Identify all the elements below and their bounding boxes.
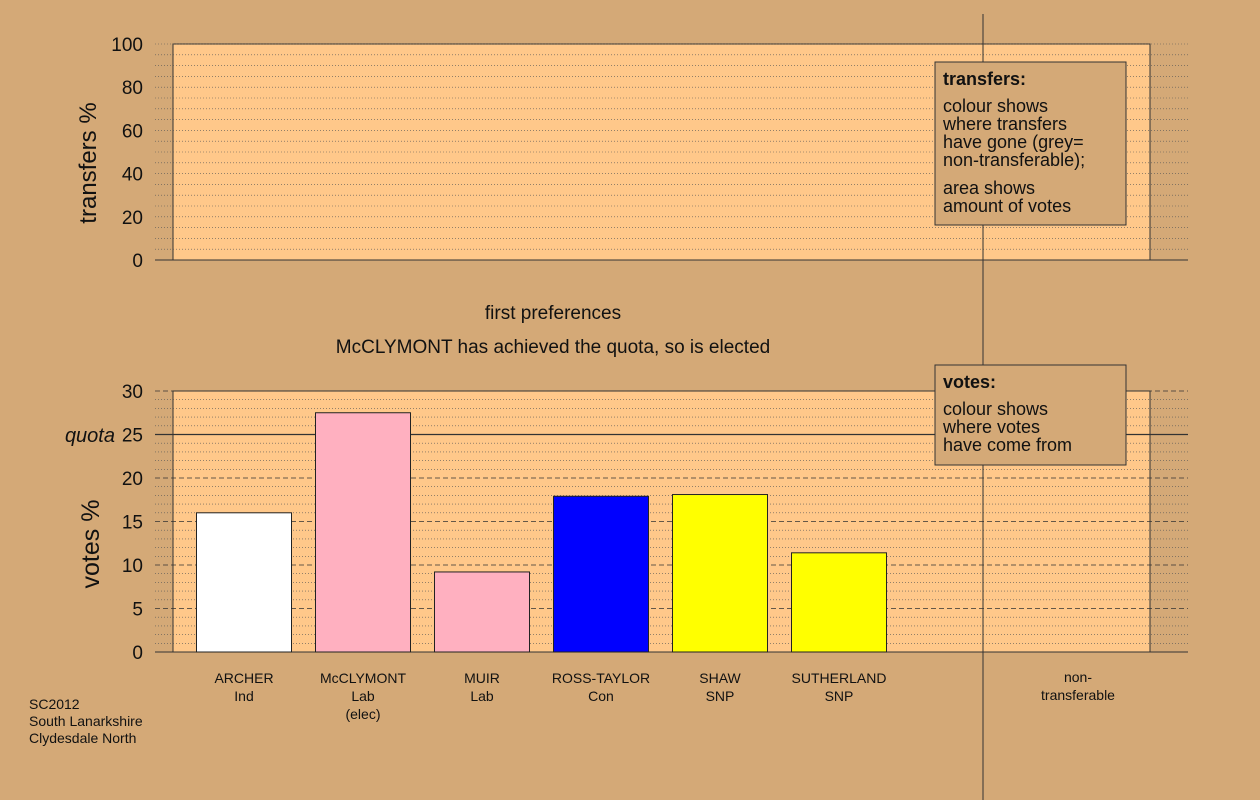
candidate-party: Lab bbox=[470, 688, 494, 704]
transfers-tick-label: 20 bbox=[122, 208, 143, 229]
transfers-legend-line: non-transferable); bbox=[943, 150, 1085, 170]
votes-legend-title: votes: bbox=[943, 372, 996, 392]
votes-tick-label: 30 bbox=[122, 382, 143, 403]
transfers-legend-line: area shows bbox=[943, 178, 1035, 198]
transfers-y-ticks: 0 20 40 60 80 100 bbox=[111, 35, 143, 272]
transfers-tick-label: 40 bbox=[122, 165, 143, 186]
candidate-name: SHAW bbox=[699, 670, 741, 686]
footer-line: SC2012 bbox=[29, 696, 80, 712]
stage-caption: first preferences bbox=[485, 303, 621, 324]
transfers-legend-line: amount of votes bbox=[943, 196, 1071, 216]
quota-label: quota bbox=[65, 425, 115, 447]
transfers-tick-label: 60 bbox=[122, 121, 143, 142]
bar-archer bbox=[196, 512, 292, 653]
votes-legend-box bbox=[934, 364, 1127, 466]
bar-sutherland bbox=[791, 552, 887, 653]
footer-line: Clydesdale North bbox=[29, 730, 136, 746]
transfers-tick-label: 80 bbox=[122, 78, 143, 99]
candidate-name: SUTHERLAND bbox=[792, 670, 887, 686]
votes-tick-label: 15 bbox=[122, 513, 143, 534]
votes-y-ticks: 0 5 10 15 20 25 30 bbox=[122, 382, 143, 664]
candidate-party: Lab bbox=[351, 688, 375, 704]
votes-tick-label: 5 bbox=[132, 600, 143, 621]
bar-muir bbox=[434, 571, 530, 653]
bar-mcclymont bbox=[315, 412, 411, 653]
transfers-tick-label: 100 bbox=[111, 35, 143, 56]
votes-panel: 0 5 10 15 20 25 30 ARCHER Ind McCLYMONT Lab (elec)… bbox=[65, 382, 1188, 722]
nontransferable-label: non-transferable bbox=[1041, 669, 1115, 703]
candidate-party: Con bbox=[588, 688, 614, 704]
nontransferable-label-line: non- bbox=[1064, 669, 1092, 685]
votes-tick-label: 0 bbox=[132, 643, 143, 664]
candidate-labels: ARCHER Ind McCLYMONT Lab (elec) MUIR Lab ROSS-T… bbox=[214, 670, 886, 722]
bar-shaw bbox=[672, 494, 768, 653]
votes-bars bbox=[196, 412, 887, 653]
votes-tick-label: 10 bbox=[122, 556, 143, 577]
candidate-party: SNP bbox=[706, 688, 735, 704]
footer-line: South Lanarkshire bbox=[29, 713, 143, 729]
votes-legend-line: where votes bbox=[942, 417, 1040, 437]
votes-legend-line: colour shows bbox=[943, 399, 1048, 419]
transfers-legend-line: colour shows bbox=[943, 96, 1048, 116]
transfers-legend-title: transfers: bbox=[943, 69, 1026, 89]
votes-y-label: votes % bbox=[77, 500, 105, 589]
candidate-name: McCLYMONT bbox=[320, 670, 407, 686]
candidate-party: Ind bbox=[234, 688, 253, 704]
candidate-party: SNP bbox=[825, 688, 854, 704]
votes-legend-line: have come from bbox=[943, 435, 1072, 455]
votes-tick-label: 20 bbox=[122, 469, 143, 490]
transfers-tick-label: 0 bbox=[132, 251, 143, 272]
transfers-legend-line: have gone (grey= bbox=[943, 132, 1084, 152]
candidate-name: MUIR bbox=[464, 670, 500, 686]
votes-tick-label: 25 bbox=[122, 426, 143, 447]
transfers-legend-box bbox=[934, 61, 1127, 226]
candidate-note: (elec) bbox=[345, 706, 380, 722]
bar-ross-taylor bbox=[553, 495, 649, 653]
candidate-name: ARCHER bbox=[214, 670, 273, 686]
transfers-legend-line: where transfers bbox=[942, 114, 1067, 134]
transfers-grid bbox=[155, 43, 1188, 261]
nontransferable-label-line: transferable bbox=[1041, 687, 1115, 703]
candidate-name: ROSS-TAYLOR bbox=[552, 670, 650, 686]
transfers-y-label: transfers % bbox=[75, 102, 102, 223]
status-caption: McCLYMONT has achieved the quota, so is … bbox=[336, 337, 770, 358]
